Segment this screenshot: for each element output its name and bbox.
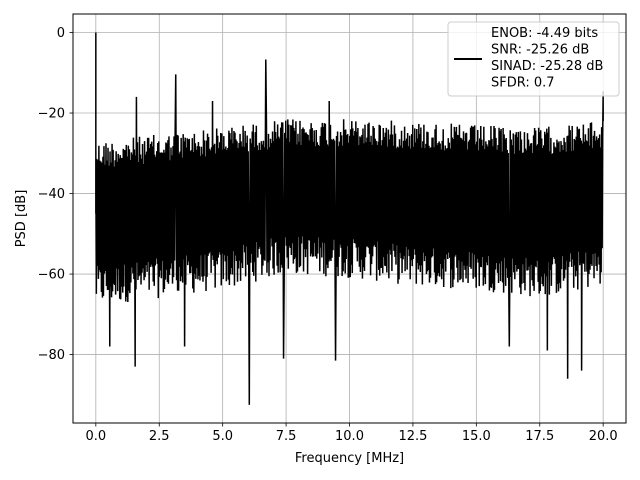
y-tick-label: −40 xyxy=(38,187,65,202)
x-tick-label: 2.5 xyxy=(149,429,170,444)
x-tick-label: 17.5 xyxy=(525,429,554,444)
y-tick-label: −20 xyxy=(38,107,65,122)
psd-line xyxy=(95,32,604,405)
x-tick-label: 5.0 xyxy=(212,429,233,444)
axis-ticks: 0.0 2.5 5.0 7.5 10.0 12.5 15.0 17.5 20.0 0 −20 −40 −… xyxy=(38,26,618,444)
legend-entry: SNR: -25.26 dB xyxy=(491,43,589,58)
x-tick-label: 0.0 xyxy=(85,429,106,444)
legend-entry: SINAD: -25.28 dB xyxy=(491,59,603,74)
legend-text: ENOB: -4.49 bits SNR: -25.26 dB SINAD: -25… xyxy=(491,26,603,91)
x-axis-title: Frequency [MHz] xyxy=(295,451,404,466)
y-axis-title: PSD [dB] xyxy=(14,190,29,248)
y-tick-label: −60 xyxy=(38,268,65,283)
y-tick-label: −80 xyxy=(38,348,65,363)
x-tick-label: 15.0 xyxy=(462,429,491,444)
x-tick-label: 10.0 xyxy=(335,429,364,444)
x-tick-label: 20.0 xyxy=(589,429,618,444)
y-tick-label: 0 xyxy=(57,26,65,41)
legend-entry: SFDR: 0.7 xyxy=(491,76,555,91)
series-psd xyxy=(95,32,604,405)
legend: ENOB: -4.49 bits SNR: -25.26 dB SINAD: -25… xyxy=(447,21,620,97)
legend-box xyxy=(447,21,620,97)
x-tick-label: 7.5 xyxy=(276,429,297,444)
legend-entry: ENOB: -4.49 bits xyxy=(491,26,598,41)
x-tick-label: 12.5 xyxy=(398,429,427,444)
